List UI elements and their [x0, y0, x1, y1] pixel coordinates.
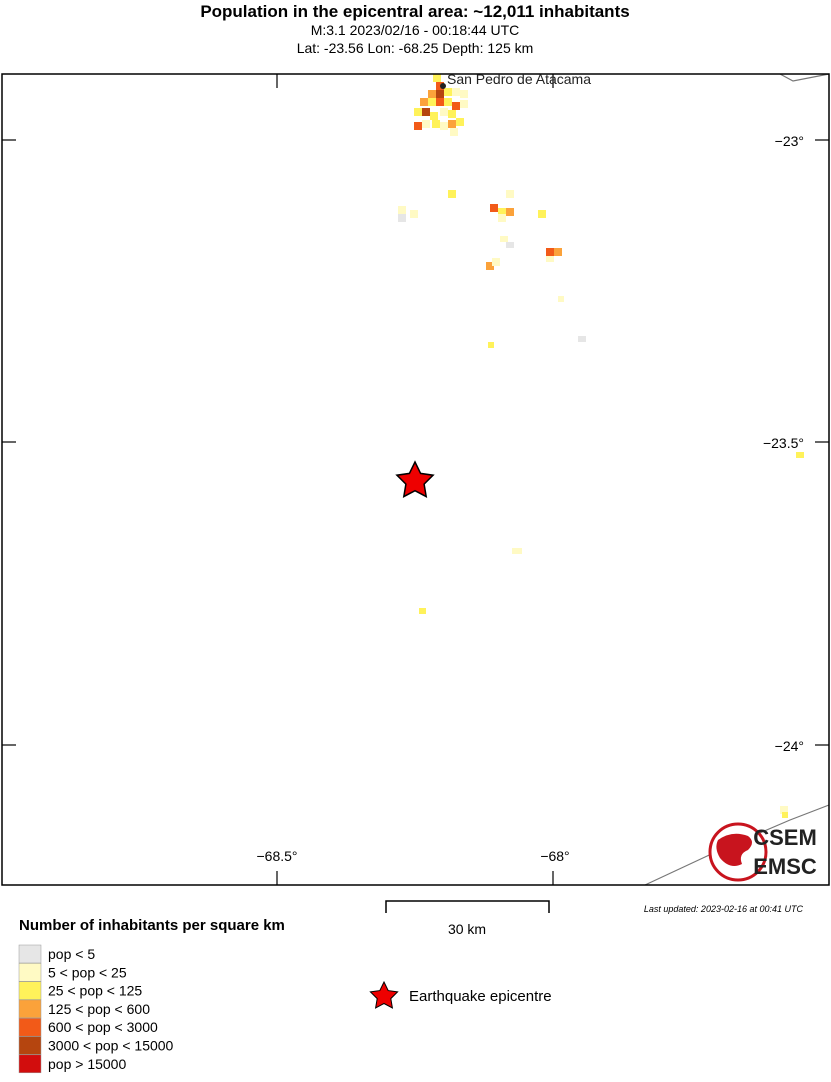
- legend-swatch: [18, 981, 42, 1000]
- legend-epicentre: Earthquake epicentre: [409, 988, 552, 1005]
- population-cell: [796, 452, 804, 458]
- population-cell: [506, 242, 514, 248]
- legend-swatch: [18, 1036, 42, 1055]
- population-cell: [490, 204, 498, 212]
- population-cell: [419, 608, 426, 614]
- population-cell: [432, 120, 440, 128]
- lat-label: −23.5°: [763, 435, 804, 451]
- population-cell: [414, 122, 422, 130]
- title: Population in the epicentral area: ~12,0…: [200, 2, 629, 21]
- population-cell: [444, 88, 452, 96]
- population-cell: [538, 210, 546, 218]
- population-cell: [436, 98, 444, 106]
- population-cell: [782, 812, 788, 818]
- population-cell: [498, 208, 506, 216]
- lat-label: −24°: [775, 738, 804, 754]
- population-cell: [546, 256, 554, 262]
- population-cell: [448, 120, 456, 128]
- legend-label: 125 < pop < 600: [48, 1001, 150, 1017]
- epicentre-star: [395, 460, 435, 498]
- population-cell: [448, 190, 456, 198]
- legend-title: Number of inhabitants per square km: [19, 917, 285, 934]
- population-layer: [398, 74, 804, 818]
- population-cell: [554, 248, 562, 256]
- scale-bar: [385, 900, 550, 913]
- population-cell: [436, 90, 444, 98]
- logo-text: CSEM: [753, 825, 817, 850]
- population-cell: [428, 98, 436, 106]
- legend-label: 600 < pop < 3000: [48, 1019, 158, 1035]
- updated: Last updated: 2023-02-16 at 00:41 UTC: [644, 904, 804, 914]
- population-cell: [398, 214, 406, 222]
- place-label: San Pedro de Atacama: [447, 71, 591, 87]
- population-cell: [420, 98, 428, 106]
- population-cell: [500, 236, 508, 242]
- population-cell: [433, 74, 441, 82]
- population-cell: [430, 112, 438, 120]
- legend-swatch: [18, 1054, 42, 1074]
- population-cell: [558, 296, 564, 302]
- population-cell: [448, 110, 456, 118]
- legend-swatch: [18, 999, 42, 1019]
- legend-label: 3000 < pop < 15000: [48, 1038, 174, 1054]
- population-cell: [460, 100, 468, 108]
- subtitle: M:3.1 2023/02/16 - 00:18:44 UTC: [311, 22, 520, 38]
- population-cell: [414, 108, 422, 116]
- logo: CSEM EMSC: [708, 822, 817, 882]
- population-cell: [578, 336, 586, 342]
- logo-map: [716, 833, 752, 866]
- lon-label: −68.5°: [256, 848, 297, 864]
- place-marker: [440, 83, 446, 89]
- map-frame: [1, 73, 830, 886]
- population-cell: [422, 120, 430, 128]
- legend-label: 5 < pop < 25: [48, 964, 127, 980]
- logo-text: EMSC: [753, 854, 817, 879]
- population-cell: [506, 190, 514, 198]
- lon-label: −68°: [540, 848, 569, 864]
- legend-star: [369, 980, 399, 1009]
- population-cell: [486, 262, 494, 270]
- population-cell: [428, 90, 436, 98]
- legend-swatch: [18, 944, 42, 964]
- legend-swatch: [18, 963, 42, 982]
- population-cell: [422, 108, 430, 116]
- legend: pop < 5 5 < pop < 25 25 < pop < 125 125 < p…: [18, 944, 174, 1074]
- population-cell: [546, 248, 554, 256]
- population-cell: [452, 102, 460, 110]
- population-cell: [452, 88, 460, 96]
- population-cell: [460, 90, 468, 98]
- population-cell: [410, 210, 418, 218]
- population-cell: [506, 208, 514, 216]
- population-cell: [450, 128, 458, 136]
- population-cell: [498, 214, 506, 222]
- population-cell: [456, 118, 464, 126]
- legend-label: pop < 5: [48, 946, 95, 962]
- population-cell: [488, 342, 494, 348]
- population-cell: [780, 806, 788, 814]
- legend-label: 25 < pop < 125: [48, 983, 142, 999]
- population-cell: [444, 98, 452, 106]
- lat-label: −23°: [775, 133, 804, 149]
- population-cell: [492, 258, 500, 266]
- population-cell: [398, 206, 406, 214]
- ticks: [2, 74, 829, 885]
- population-cell: [440, 122, 448, 130]
- scale-label: 30 km: [448, 921, 486, 937]
- legend-label: pop > 15000: [48, 1056, 126, 1072]
- subtitle: Lat: -23.56 Lon: -68.25 Depth: 125 km: [297, 40, 534, 56]
- population-cell: [512, 548, 522, 554]
- border: [779, 73, 830, 82]
- legend-swatch: [18, 1017, 42, 1037]
- population-cell: [440, 108, 448, 116]
